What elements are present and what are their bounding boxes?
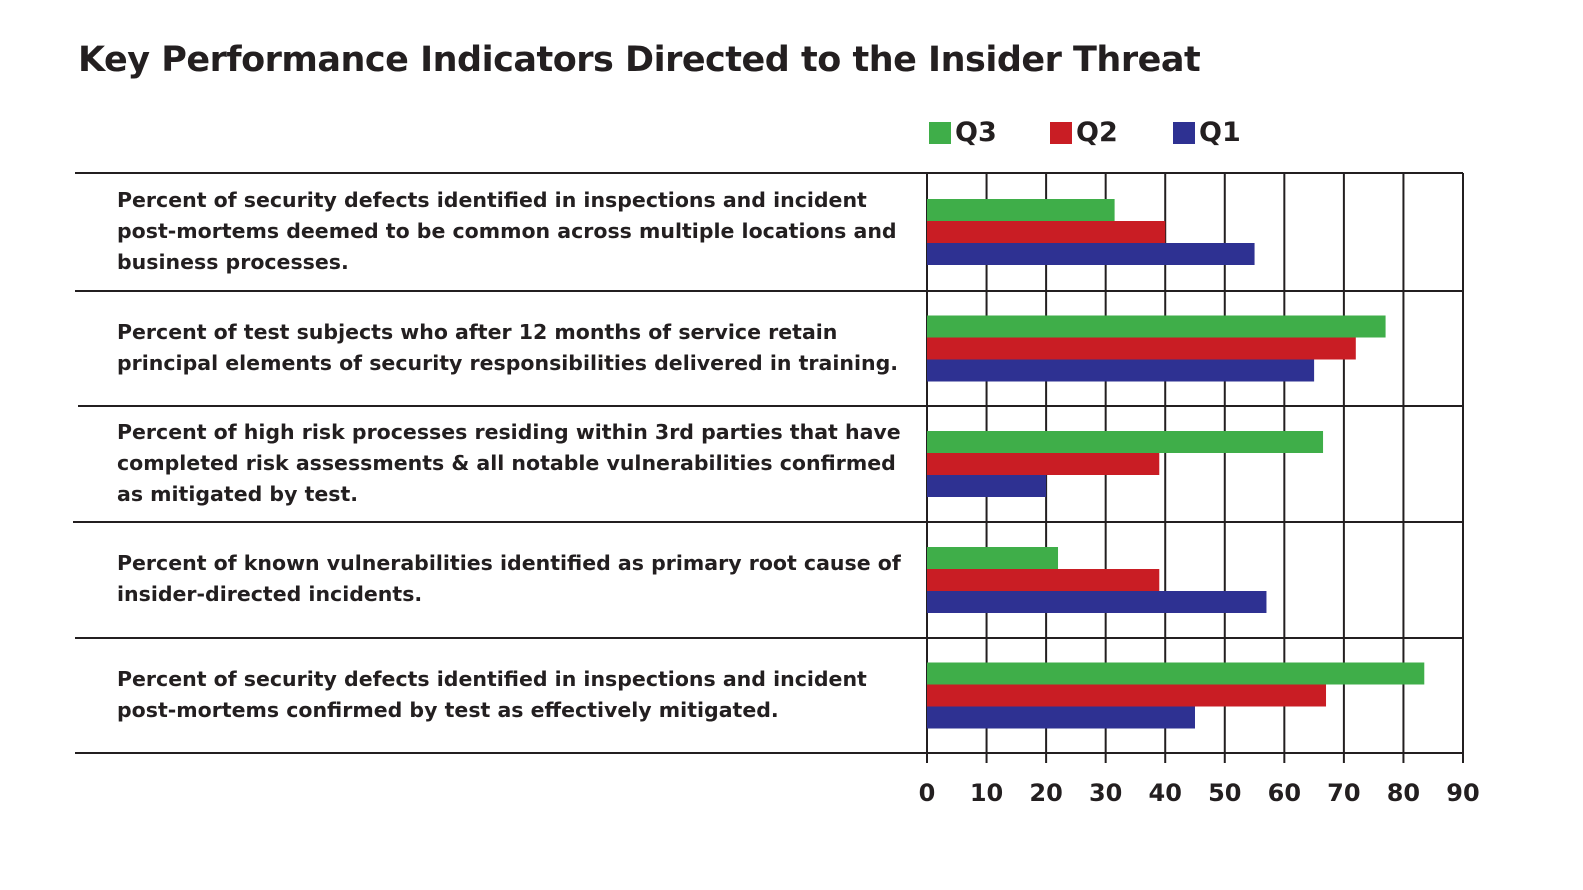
legend-item-q3: Q3 [929,117,997,148]
legend-label: Q3 [955,117,997,148]
legend-label: Q2 [1076,117,1118,148]
chart-title: Key Performance Indicators Directed to t… [78,40,1201,80]
legend-swatch [1173,121,1195,144]
bar-q1 [927,475,1047,497]
x-tick-label: 0 [919,779,936,807]
legend-label: Q1 [1199,117,1241,148]
x-tick-label: 20 [1029,779,1062,807]
bar-q2 [927,337,1356,360]
x-tick-label: 90 [1446,779,1479,807]
category-label: Percent of security defects identified i… [117,666,867,722]
bar-q3 [927,547,1059,569]
bar-q3 [927,199,1115,221]
category-label: Percent of high risk processes residing … [117,419,901,506]
legend-swatch [929,121,951,144]
legend-item-q2: Q2 [1050,117,1118,148]
x-tick-label: 50 [1208,779,1241,807]
bar-q3 [927,315,1386,338]
legend-swatch [1050,121,1072,144]
bar-q1 [927,243,1255,265]
bar-q2 [927,221,1166,243]
bar-q1 [927,591,1267,613]
category-label: Percent of test subjects who after 12 mo… [117,319,899,375]
x-tick-label: 30 [1089,779,1122,807]
x-tick-label: 40 [1149,779,1182,807]
bar-q1 [927,359,1315,382]
x-tick-label: 10 [970,779,1003,807]
bar-q2 [927,569,1160,591]
x-tick-label: 60 [1268,779,1301,807]
x-tick-label: 70 [1327,779,1360,807]
category-label: Percent of security defects identified i… [117,187,897,274]
x-tick-label: 80 [1387,779,1420,807]
bar-q3 [927,431,1324,453]
category-label: Percent of known vulnerabilities identif… [117,551,901,606]
legend-item-q1: Q1 [1173,117,1241,148]
bar-q1 [927,706,1195,729]
bar-q3 [927,662,1425,685]
bar-q2 [927,684,1327,707]
bar-q2 [927,453,1160,475]
